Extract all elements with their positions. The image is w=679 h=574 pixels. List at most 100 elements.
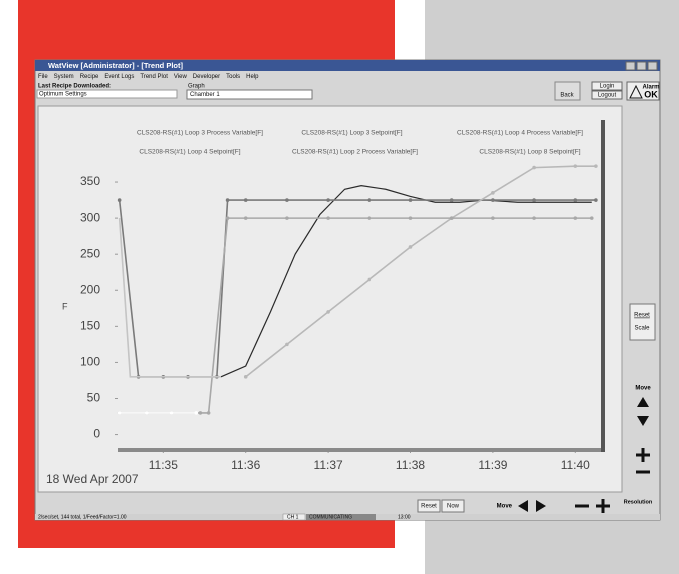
reset-button[interactable] <box>417 499 441 513</box>
series-point <box>198 411 203 415</box>
zoom-in[interactable] <box>636 448 650 462</box>
series-point <box>532 198 536 202</box>
graph-value: Chamber 1 <box>190 92 220 98</box>
series-point <box>408 245 413 249</box>
now-button[interactable] <box>441 499 465 513</box>
move-left-right[interactable] <box>518 500 546 512</box>
recipe-label: Last Recipe Downloaded: <box>38 84 111 90</box>
series-point <box>367 198 372 202</box>
series-point <box>285 216 289 220</box>
series-line <box>245 165 596 378</box>
y-tick-label: 150 <box>80 319 100 333</box>
status-channel: CH 1 <box>287 514 299 520</box>
x-tick-label: 11:35 <box>149 458 178 472</box>
back-button[interactable] <box>554 81 581 101</box>
x-tick-label: 11:40 <box>561 458 590 472</box>
legend-entry: CLS208-RS(#1) Loop 4 Process Variable[F] <box>457 130 583 137</box>
y-tick-label: 50 <box>87 391 101 405</box>
move-down[interactable] <box>637 416 649 426</box>
x-tick-label: 11:36 <box>231 458 260 472</box>
series-point <box>367 277 372 282</box>
series-point <box>225 198 230 202</box>
series-point <box>594 198 598 202</box>
menu-item[interactable]: Developer <box>193 74 220 80</box>
close-button[interactable] <box>647 61 658 71</box>
y-tick-label: 100 <box>80 355 100 369</box>
series-point <box>449 216 454 220</box>
series-point <box>594 164 598 168</box>
series-point <box>532 165 536 170</box>
chart: 0 50 100 150 200 250 300 350 11:35 11:36 11:37 11:3… <box>46 120 605 486</box>
y-tick-label: 0 <box>93 427 100 441</box>
menu-bar: File System Recipe Event Logs Trend Plot View… <box>38 74 259 80</box>
y-tick-label: 300 <box>80 210 100 224</box>
now-label: Now <box>447 504 460 510</box>
y-tick-label: 250 <box>80 246 100 260</box>
move-up[interactable] <box>637 397 649 407</box>
status-comm: COMMUNICATING <box>309 514 352 520</box>
legend-entry: CLS208-RS(#1) Loop 2 Process Variable[F] <box>292 149 418 156</box>
menu-item[interactable]: File <box>38 74 48 80</box>
series-point <box>326 216 330 220</box>
series-point <box>408 216 413 220</box>
logout-label: Logout <box>598 93 617 99</box>
menu-item[interactable]: Help <box>246 74 259 80</box>
alarm-icon <box>629 84 643 99</box>
series-point <box>285 198 289 202</box>
legend-entry: CLS208-RS(#1) Loop 3 Process Variable[F] <box>137 130 263 137</box>
legend-entry: CLS208-RS(#1) Loop 4 Setpoint[F] <box>139 149 240 156</box>
series-point <box>573 216 578 220</box>
maximize-button[interactable] <box>636 61 647 71</box>
reset-scale-label: Reset <box>634 313 650 319</box>
graph-select[interactable] <box>186 89 313 100</box>
series-point <box>243 375 248 379</box>
title-bar <box>35 60 660 71</box>
reset-scale-label: Scale <box>634 326 650 332</box>
series-point <box>573 164 578 168</box>
series-point <box>194 411 199 415</box>
series-line <box>220 185 592 378</box>
y-tick-label: 350 <box>80 174 100 188</box>
alarm-label: Alarm <box>642 85 659 91</box>
series-point <box>206 411 211 415</box>
series-point <box>491 191 495 195</box>
series-point <box>326 310 330 314</box>
menu-item[interactable]: View <box>174 74 188 80</box>
resolution-buttons[interactable] <box>575 499 610 513</box>
y-tick-label: 200 <box>80 282 100 296</box>
series-point <box>532 216 536 220</box>
menu-item[interactable]: Recipe <box>80 74 99 80</box>
logout-button[interactable] <box>591 90 623 100</box>
minimize-button[interactable] <box>625 61 636 71</box>
legend-entry: CLS208-RS(#1) Loop 3 Setpoint[F] <box>301 130 402 137</box>
alarm-box[interactable] <box>626 81 660 101</box>
series-point <box>367 216 372 220</box>
series-point <box>449 198 454 202</box>
alarm-status: OK <box>644 89 658 99</box>
legend-entry: CLS208-RS(#1) Loop 8 Setpoint[F] <box>479 149 580 156</box>
menu-item[interactable]: Event Logs <box>104 74 134 80</box>
window-title: WatView [Administrator] - [Trend Plot] <box>48 61 184 70</box>
series-line <box>118 218 221 378</box>
menu-item[interactable]: Trend Plot <box>140 74 168 80</box>
move-label: Move <box>635 386 651 392</box>
menu-item[interactable]: System <box>54 74 74 80</box>
reset-scale-button[interactable] <box>629 303 656 341</box>
x-tick-label: 11:37 <box>314 458 343 472</box>
resolution-label: Resolution <box>624 499 653 505</box>
reset-label: Reset <box>421 504 437 510</box>
series-point <box>169 411 174 415</box>
login-button[interactable] <box>591 81 623 91</box>
menu-item[interactable]: Tools <box>226 74 240 80</box>
series-point <box>491 216 495 220</box>
back-label: Back <box>560 93 574 99</box>
series-point <box>225 216 230 220</box>
series-point <box>243 216 248 220</box>
status-cell <box>282 513 306 521</box>
series-point <box>326 198 330 202</box>
series-point <box>243 198 248 202</box>
graph-label: Graph <box>188 84 205 90</box>
status-text: 2/sec/set, 144 total, 1/Feed/Factor=1.00 <box>38 514 127 520</box>
